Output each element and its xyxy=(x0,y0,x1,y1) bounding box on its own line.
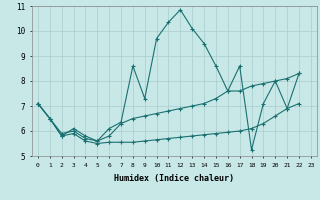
X-axis label: Humidex (Indice chaleur): Humidex (Indice chaleur) xyxy=(115,174,234,183)
